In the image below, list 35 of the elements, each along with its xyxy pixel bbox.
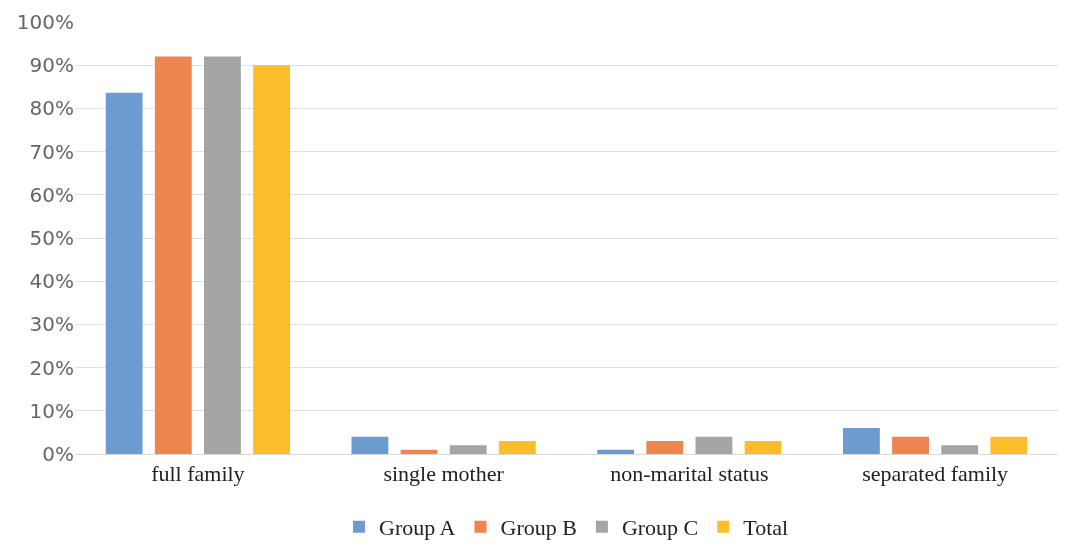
bar: [498, 441, 536, 454]
bar: [400, 449, 438, 454]
y-tick-label: 0%: [42, 442, 74, 466]
legend-label: Total: [743, 515, 789, 541]
legend-label: Group C: [621, 515, 699, 541]
x-tick-label: single mother: [383, 461, 505, 487]
x-tick-label: full family: [151, 461, 245, 487]
y-tick-label: 20%: [29, 355, 74, 380]
bar: [990, 436, 1028, 454]
legend-label: Group B: [500, 515, 577, 541]
y-tick-label: 10%: [29, 398, 74, 423]
y-tick-label: 100%: [16, 10, 74, 34]
y-tick-label: 30%: [29, 312, 74, 337]
bar: [204, 56, 241, 454]
y-tick-label: 80%: [29, 96, 74, 121]
y-tick-label: 40%: [29, 269, 74, 294]
y-tick-label: 70%: [29, 139, 74, 164]
bar: [695, 436, 733, 454]
y-tick-label: 60%: [29, 182, 74, 207]
bar: [449, 445, 487, 454]
bar: [597, 449, 635, 454]
bar: [351, 436, 389, 454]
bar: [842, 428, 880, 454]
y-tick-label: 90%: [29, 53, 74, 78]
bar: [105, 92, 143, 454]
bar: [941, 445, 979, 454]
y-tick-label: 50%: [29, 226, 74, 250]
x-tick-label: non-marital status: [610, 461, 769, 487]
legend-label: Group A: [379, 515, 456, 541]
bar: [154, 56, 192, 454]
bar: [646, 441, 684, 454]
bar: [892, 436, 929, 454]
x-tick-label: separated family: [862, 461, 1009, 487]
bar: [744, 441, 782, 454]
bar: [253, 65, 291, 454]
